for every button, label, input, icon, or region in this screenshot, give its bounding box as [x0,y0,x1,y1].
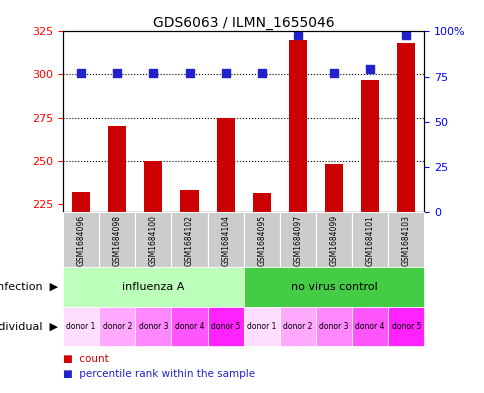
Bar [316,212,351,267]
Text: donor 2: donor 2 [102,322,132,331]
Bar [63,307,99,346]
Text: donor 4: donor 4 [174,322,204,331]
Bar [108,126,126,212]
Bar [63,267,243,307]
Text: GSM1684097: GSM1684097 [293,215,302,266]
Bar [144,161,162,212]
Text: ■  count: ■ count [63,354,108,364]
Bar [324,164,342,212]
Text: donor 4: donor 4 [355,322,384,331]
Text: GSM1684098: GSM1684098 [112,215,121,266]
Text: GSM1684099: GSM1684099 [329,215,338,266]
Text: donor 1: donor 1 [246,322,276,331]
Text: ■  percentile rank within the sample: ■ percentile rank within the sample [63,369,255,379]
Bar [243,212,279,267]
Text: individual  ▶: individual ▶ [0,321,58,331]
Point [77,70,85,76]
Bar [216,118,234,212]
Bar [72,191,90,212]
Text: GSM1684095: GSM1684095 [257,215,266,266]
Bar [396,44,414,212]
Bar [316,307,351,346]
Text: GSM1684101: GSM1684101 [365,215,374,266]
Bar [207,212,243,267]
Text: donor 1: donor 1 [66,322,96,331]
Text: donor 3: donor 3 [318,322,348,331]
Bar [252,193,270,212]
Bar [288,40,306,212]
Text: GSM1684102: GSM1684102 [184,215,194,266]
Text: donor 3: donor 3 [138,322,168,331]
Point [185,70,193,76]
Point [402,32,409,38]
Point [113,70,121,76]
Point [257,70,265,76]
Bar [99,307,135,346]
Bar [279,307,316,346]
Bar [243,267,424,307]
Text: infection  ▶: infection ▶ [0,282,58,292]
Text: no virus control: no virus control [290,282,377,292]
Point [365,66,373,73]
Bar [135,212,171,267]
Bar [171,212,207,267]
Text: GSM1684100: GSM1684100 [149,215,158,266]
Point [293,32,301,38]
Point [330,70,337,76]
Text: donor 2: donor 2 [283,322,312,331]
Bar [387,212,424,267]
Point [221,70,229,76]
Bar [207,307,243,346]
Bar [279,212,316,267]
Bar [361,80,378,212]
Text: GSM1684096: GSM1684096 [76,215,86,266]
Bar [63,212,99,267]
Text: GSM1684103: GSM1684103 [401,215,410,266]
Text: GSM1684104: GSM1684104 [221,215,230,266]
Bar [180,190,198,212]
Title: GDS6063 / ILMN_1655046: GDS6063 / ILMN_1655046 [152,17,334,30]
Bar [387,307,424,346]
Text: influenza A: influenza A [122,282,184,292]
Text: donor 5: donor 5 [391,322,420,331]
Bar [99,212,135,267]
Bar [351,307,387,346]
Bar [135,307,171,346]
Point [149,70,157,76]
Bar [243,307,279,346]
Bar [351,212,387,267]
Bar [171,307,207,346]
Text: donor 5: donor 5 [211,322,240,331]
